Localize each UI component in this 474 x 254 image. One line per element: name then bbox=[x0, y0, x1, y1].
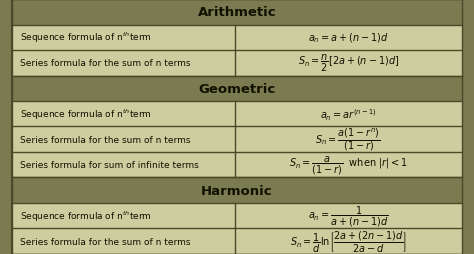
Bar bbox=[12, 0, 462, 25]
Text: Harmonic: Harmonic bbox=[201, 184, 273, 197]
Text: $S_n = \dfrac{1}{d}\ln\!\left[\dfrac{2a + (2n-1)d}{2a-d}\right]$: $S_n = \dfrac{1}{d}\ln\!\left[\dfrac{2a … bbox=[290, 229, 407, 254]
Text: Series formula for the sum of n terms: Series formula for the sum of n terms bbox=[20, 237, 191, 246]
Bar bbox=[12, 203, 462, 229]
Text: $a_n = \dfrac{1}{a + (n-1)d}$: $a_n = \dfrac{1}{a + (n-1)d}$ bbox=[308, 204, 389, 228]
Bar bbox=[12, 102, 462, 127]
Bar bbox=[12, 51, 462, 76]
Text: $S_n = \dfrac{a(1-r^n)}{(1-r)}$: $S_n = \dfrac{a(1-r^n)}{(1-r)}$ bbox=[316, 126, 381, 153]
Text: Sequence formula of n$^{th}$term: Sequence formula of n$^{th}$term bbox=[20, 209, 152, 223]
Text: Series formula for the sum of n terms: Series formula for the sum of n terms bbox=[20, 135, 191, 144]
Text: $S_n = \dfrac{a}{(1-r)}$  when $|r| < 1$: $S_n = \dfrac{a}{(1-r)}$ when $|r| < 1$ bbox=[289, 154, 408, 176]
Bar bbox=[12, 25, 462, 51]
Bar bbox=[12, 127, 462, 152]
Text: $S_n = \dfrac{n}{2}[2a + (n-1)d]$: $S_n = \dfrac{n}{2}[2a + (n-1)d]$ bbox=[298, 53, 399, 74]
Bar bbox=[12, 76, 462, 102]
Text: Sequence formula of n$^{th}$term: Sequence formula of n$^{th}$term bbox=[20, 31, 152, 45]
Text: $a_n = ar^{(n-1)}$: $a_n = ar^{(n-1)}$ bbox=[320, 106, 377, 122]
Bar bbox=[12, 178, 462, 203]
Bar bbox=[12, 229, 462, 254]
Text: $a_n = a + (n - 1)d$: $a_n = a + (n - 1)d$ bbox=[308, 31, 389, 45]
Text: Arithmetic: Arithmetic bbox=[198, 6, 276, 19]
Text: Sequence formula of n$^{th}$term: Sequence formula of n$^{th}$term bbox=[20, 107, 152, 121]
Text: Series formula for the sum of n terms: Series formula for the sum of n terms bbox=[20, 59, 191, 68]
Bar bbox=[12, 152, 462, 178]
Text: Series formula for sum of infinite terms: Series formula for sum of infinite terms bbox=[20, 161, 199, 170]
Text: Geometric: Geometric bbox=[199, 83, 275, 95]
